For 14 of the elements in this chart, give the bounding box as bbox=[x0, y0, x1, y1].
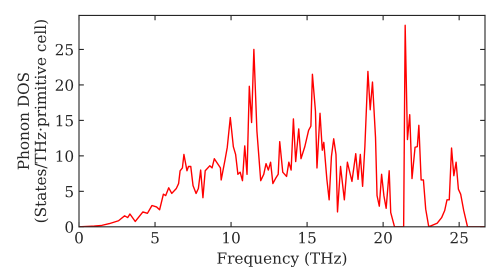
x-tick-label: 10 bbox=[223, 232, 240, 244]
y-tick-label: 15 bbox=[56, 114, 73, 126]
x-tick-label: 15 bbox=[299, 232, 316, 244]
x-axis-title: Frequency (THz) bbox=[217, 252, 346, 268]
y-tick-label: 0 bbox=[65, 221, 74, 233]
x-tick-label: 0 bbox=[75, 232, 83, 244]
y-tick-label: 20 bbox=[56, 79, 74, 91]
y-tick-label: 25 bbox=[56, 44, 73, 56]
x-tick-label: 20 bbox=[374, 232, 392, 244]
y-tick-label: 10 bbox=[56, 150, 74, 162]
y-tick-label: 5 bbox=[66, 186, 73, 198]
x-tick-label: 5 bbox=[151, 232, 159, 244]
y-axis-title: Phonon DOS (States/THz·primitive cell) bbox=[17, 20, 50, 222]
x-tick-label: 25 bbox=[450, 232, 468, 244]
